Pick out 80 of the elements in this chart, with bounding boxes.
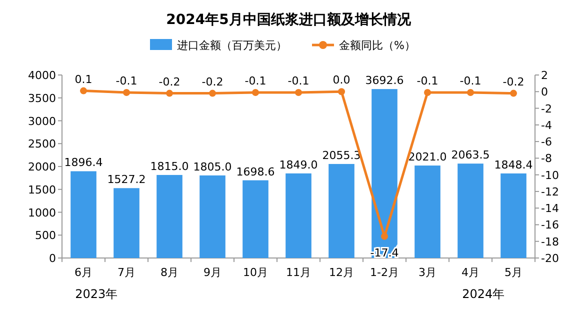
y2-tick-label: -4 xyxy=(541,118,552,132)
bar xyxy=(242,180,268,258)
x-tick-label: 5月 xyxy=(504,266,522,279)
y-tick-label: 3000 xyxy=(28,114,56,128)
data-label: 2063.5 xyxy=(451,148,490,162)
text: 2024年 xyxy=(462,287,505,301)
point xyxy=(252,88,259,96)
y2-tick-label: -14 xyxy=(541,202,559,216)
point xyxy=(209,90,216,97)
data-label: 3692.6 xyxy=(365,74,404,88)
x-tick-label: 10月 xyxy=(243,266,268,279)
chart-title: 2024年5月中国纸浆进口额及增长情况 xyxy=(166,11,412,28)
point xyxy=(381,232,388,240)
x-tick-label: 6月 xyxy=(74,266,92,279)
x-tick-label: 4月 xyxy=(462,266,480,279)
y-tick-label: 500 xyxy=(35,229,56,242)
y2-tick-label: -18 xyxy=(541,235,559,248)
data-label: 1698.6 xyxy=(236,165,275,178)
y2-tick-label: -8 xyxy=(541,152,552,166)
x-tick-label: 11月 xyxy=(286,266,311,279)
legend-label: 金额同比（%） xyxy=(339,39,416,52)
point xyxy=(338,88,345,96)
point xyxy=(80,87,87,94)
bar xyxy=(372,89,398,258)
data-label: 1848.4 xyxy=(494,158,533,172)
bar xyxy=(286,173,312,258)
bar xyxy=(414,166,440,258)
text: 2023年 xyxy=(75,287,118,301)
point xyxy=(166,90,173,97)
data-label: -0.2 xyxy=(502,75,524,88)
data-label: -0.2 xyxy=(202,75,224,88)
y2-tick-label: 0 xyxy=(541,86,548,99)
y2-tick-label: 2 xyxy=(541,69,548,82)
data-label: -0.2 xyxy=(158,75,180,88)
data-label: 1805.0 xyxy=(193,160,232,174)
bar xyxy=(500,173,526,258)
legend-label: 进口金额（百万美元） xyxy=(177,39,287,52)
bar xyxy=(156,174,182,258)
data-label: -0.1 xyxy=(116,74,138,88)
y-tick-label: 2500 xyxy=(28,138,56,151)
y2-tick-label: -2 xyxy=(541,102,552,116)
y2-tick-label: -12 xyxy=(541,185,559,198)
data-label: 1896.4 xyxy=(64,156,103,170)
data-label: 2055.3 xyxy=(322,148,361,162)
data-label: 0.1 xyxy=(74,72,92,86)
point xyxy=(510,90,517,97)
y-tick-label: 1000 xyxy=(28,206,56,220)
x-tick-label: 8月 xyxy=(160,266,178,279)
point xyxy=(295,88,302,96)
x-tick-label: 12月 xyxy=(329,266,354,279)
data-label: 1849.0 xyxy=(279,158,318,172)
bar xyxy=(70,171,96,258)
x-tick-label: 3月 xyxy=(418,266,436,279)
bar xyxy=(114,188,140,258)
y2-tick-label: -10 xyxy=(541,168,559,182)
data-label: -0.1 xyxy=(288,74,310,88)
y-tick-label: 3500 xyxy=(28,92,56,105)
data-label: 2021.0 xyxy=(408,150,447,164)
bar xyxy=(458,164,484,258)
data-label: -0.1 xyxy=(460,74,482,88)
y2-tick-label: -20 xyxy=(541,252,559,265)
point xyxy=(123,88,130,96)
data-label: 1815.0 xyxy=(150,160,189,173)
x-tick-label: 7月 xyxy=(118,266,136,279)
y-tick-label: 1500 xyxy=(28,183,56,196)
data-label: -0.1 xyxy=(244,74,266,88)
point xyxy=(467,88,474,96)
y2-tick-label: -16 xyxy=(541,218,559,232)
point xyxy=(424,88,431,96)
bar xyxy=(328,164,354,258)
y2-tick-label: -6 xyxy=(541,136,552,149)
y-tick-label: 4000 xyxy=(28,69,56,82)
x-tick-label: 9月 xyxy=(204,266,222,279)
bar xyxy=(200,175,226,258)
y-tick-label: 0 xyxy=(49,252,56,265)
data-label: 0.0 xyxy=(332,74,350,87)
data-label: 1527.2 xyxy=(107,173,146,186)
data-label: -0.1 xyxy=(416,74,438,88)
y-tick-label: 2000 xyxy=(28,160,56,174)
x-tick-label: 1-2月 xyxy=(370,266,399,279)
